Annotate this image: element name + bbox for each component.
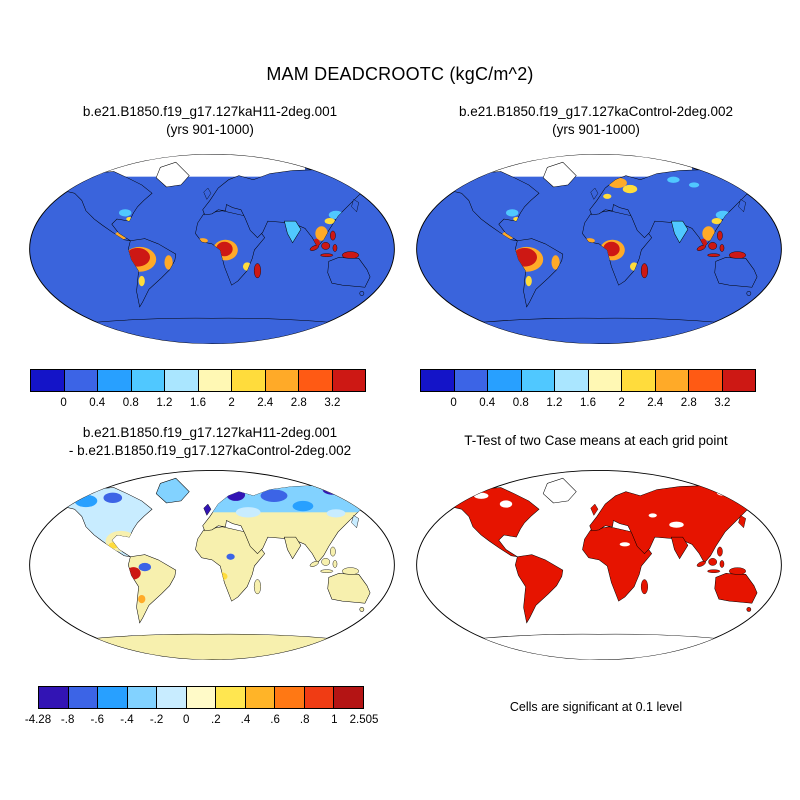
colorbar-segment xyxy=(127,687,158,708)
significance-caption: Cells are significant at 0.1 level xyxy=(509,700,683,714)
colorbar-segment xyxy=(265,370,299,391)
colorbar-segment xyxy=(31,370,65,391)
colorbar-tick-label: -.2 xyxy=(149,714,164,726)
colorbar-tick-label: -.8 xyxy=(60,714,75,726)
colorbar-segment xyxy=(421,370,455,391)
panel-title-bottom-left: b.e21.B1850.f19_g17.127kaH11-2deg.001 - … xyxy=(18,424,402,460)
colorbar-segment xyxy=(98,687,128,708)
colorbar-tick-label: 1.2 xyxy=(156,397,173,409)
colorbar-tick-label: 2.4 xyxy=(647,397,664,409)
colorbar-segment xyxy=(555,370,589,391)
colorbar-tick-label: .2 xyxy=(211,714,221,726)
colorbar-boxes xyxy=(38,686,364,709)
colorbar-tick-label: 0.8 xyxy=(512,397,529,409)
colorbar-tick-label: 2.505 xyxy=(349,714,379,726)
colorbar-tick-label: 0 xyxy=(182,714,190,726)
colorbar-tick-label: 1 xyxy=(331,714,338,726)
colorbar-boxes xyxy=(30,369,366,392)
colorbar-segment xyxy=(521,370,555,391)
colorbar-top-right: 0 0.4 0.8 1.2 1.6 2 2.4 2.8 3.2 xyxy=(420,369,756,419)
panel-title-bottom-right: T-Test of two Case means at each grid po… xyxy=(464,433,728,448)
colorbar-segment xyxy=(165,370,199,391)
colorbar-segment xyxy=(334,687,364,708)
map-top-left xyxy=(29,153,395,345)
colorbar-tick-label: -4.28 xyxy=(24,714,52,726)
panel-title-top-left-line2: (yrs 901-1000) xyxy=(166,122,254,137)
colorbar-segment xyxy=(655,370,689,391)
panel-title-bottom-left-line2: - b.e21.B1850.f19_g17.127kaControl-2deg.… xyxy=(68,443,352,458)
colorbar-tick-label: 0 xyxy=(60,397,67,409)
colorbar-segment xyxy=(98,370,132,391)
colorbar-segment xyxy=(304,687,335,708)
colorbar-tick-label: .4 xyxy=(240,714,251,726)
colorbar-tick-label: 3.2 xyxy=(324,397,341,409)
colorbar-segment xyxy=(198,370,232,391)
colorbar-tick-label: 1.2 xyxy=(546,397,563,409)
colorbar-segment xyxy=(68,687,99,708)
figure-title: MAM DEADCROOTC (kgC/m^2) xyxy=(266,64,534,84)
colorbar-tick-label: -.6 xyxy=(90,714,104,726)
colorbar-tick-label: 2.8 xyxy=(680,397,697,409)
colorbar-segment xyxy=(39,687,69,708)
panel-title-bottom-left-line1: b.e21.B1850.f19_g17.127kaH11-2deg.001 xyxy=(82,425,338,440)
colorbar-segment xyxy=(488,370,522,391)
map-bottom-right xyxy=(416,469,782,661)
colorbar-tick-label: 0.4 xyxy=(479,397,496,409)
colorbar-tick-label: 2 xyxy=(228,397,235,409)
map-top-right xyxy=(416,153,782,345)
colorbar-top-left: 0 0.4 0.8 1.2 1.6 2 2.4 2.8 3.2 xyxy=(30,369,366,419)
colorbar-tick-label: 0.8 xyxy=(122,397,139,409)
colorbar-tick-label: -.4 xyxy=(120,714,134,726)
panel-title-top-right-line1: b.e21.B1850.f19_g17.127kaControl-2deg.00… xyxy=(459,104,733,119)
colorbar-tick-label: .6 xyxy=(270,714,280,726)
colorbar-segment xyxy=(186,687,217,708)
colorbar-segment xyxy=(588,370,622,391)
colorbar-segment xyxy=(722,370,755,391)
colorbar-segment xyxy=(332,370,365,391)
colorbar-tick-label: 1.6 xyxy=(190,397,206,409)
colorbar-tick-label: 3.2 xyxy=(714,397,731,409)
colorbar-segment xyxy=(64,370,98,391)
colorbar-segment xyxy=(157,687,187,708)
panel-title-top-left-line1: b.e21.B1850.f19_g17.127kaH11-2deg.001 xyxy=(82,104,338,119)
colorbar-segment xyxy=(454,370,488,391)
colorbar-segment xyxy=(275,687,305,708)
colorbar-segment xyxy=(131,370,165,391)
colorbar-segment xyxy=(689,370,723,391)
colorbar-segment xyxy=(232,370,266,391)
colorbar-bottom-left: -.8 -.6 -.4 -.2 0 .2 .4 .6 .8 1 -4.28 2.505 xyxy=(25,686,378,736)
colorbar-tick-label: 0.4 xyxy=(89,397,106,409)
colorbar-boxes xyxy=(420,369,756,392)
colorbar-tick-label: .8 xyxy=(299,714,310,726)
colorbar-segment xyxy=(245,687,276,708)
colorbar-tick-label: 2 xyxy=(618,397,625,409)
panel-title-top-right: b.e21.B1850.f19_g17.127kaControl-2deg.00… xyxy=(404,103,788,139)
panel-title-top-left: b.e21.B1850.f19_g17.127kaH11-2deg.001 (y… xyxy=(18,103,402,139)
colorbar-segment xyxy=(299,370,333,391)
colorbar-tick-label: 0 xyxy=(450,397,457,409)
colorbar-tick-label: 2.8 xyxy=(290,397,307,409)
colorbar-segment xyxy=(216,687,246,708)
panel-title-top-right-line2: (yrs 901-1000) xyxy=(552,122,640,137)
colorbar-segment xyxy=(622,370,656,391)
map-bottom-left xyxy=(29,469,395,661)
colorbar-tick-label: 2.4 xyxy=(257,397,274,409)
colorbar-tick-label: 1.6 xyxy=(580,397,596,409)
